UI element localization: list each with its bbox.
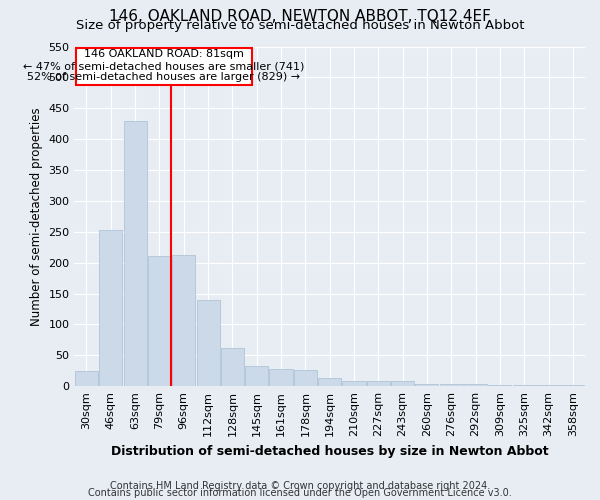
Bar [99,230,122,386]
Bar [537,385,560,386]
Text: ← 47% of semi-detached houses are smaller (741): ← 47% of semi-detached houses are smalle… [23,62,304,72]
Bar [464,384,487,386]
Bar [76,48,252,86]
Bar [124,120,146,386]
Bar [415,384,439,386]
Text: 146 OAKLAND ROAD: 81sqm: 146 OAKLAND ROAD: 81sqm [84,49,244,59]
Text: 146, OAKLAND ROAD, NEWTON ABBOT, TQ12 4EF: 146, OAKLAND ROAD, NEWTON ABBOT, TQ12 4E… [109,9,491,24]
Y-axis label: Number of semi-detached properties: Number of semi-detached properties [30,107,43,326]
Bar [488,385,511,386]
Text: Contains public sector information licensed under the Open Government Licence v3: Contains public sector information licen… [88,488,512,498]
Bar [245,366,268,386]
Bar [343,381,365,386]
Bar [172,254,195,386]
Bar [221,348,244,386]
Text: Size of property relative to semi-detached houses in Newton Abbot: Size of property relative to semi-detach… [76,19,524,32]
Bar [512,385,536,386]
Text: Contains HM Land Registry data © Crown copyright and database right 2024.: Contains HM Land Registry data © Crown c… [110,481,490,491]
X-axis label: Distribution of semi-detached houses by size in Newton Abbot: Distribution of semi-detached houses by … [111,444,548,458]
Bar [148,256,171,386]
Bar [197,300,220,386]
Bar [561,385,584,386]
Bar [75,370,98,386]
Bar [391,381,414,386]
Bar [318,378,341,386]
Bar [269,369,293,386]
Text: 52% of semi-detached houses are larger (829) →: 52% of semi-detached houses are larger (… [27,72,300,83]
Bar [294,370,317,386]
Bar [440,384,463,386]
Bar [367,381,390,386]
